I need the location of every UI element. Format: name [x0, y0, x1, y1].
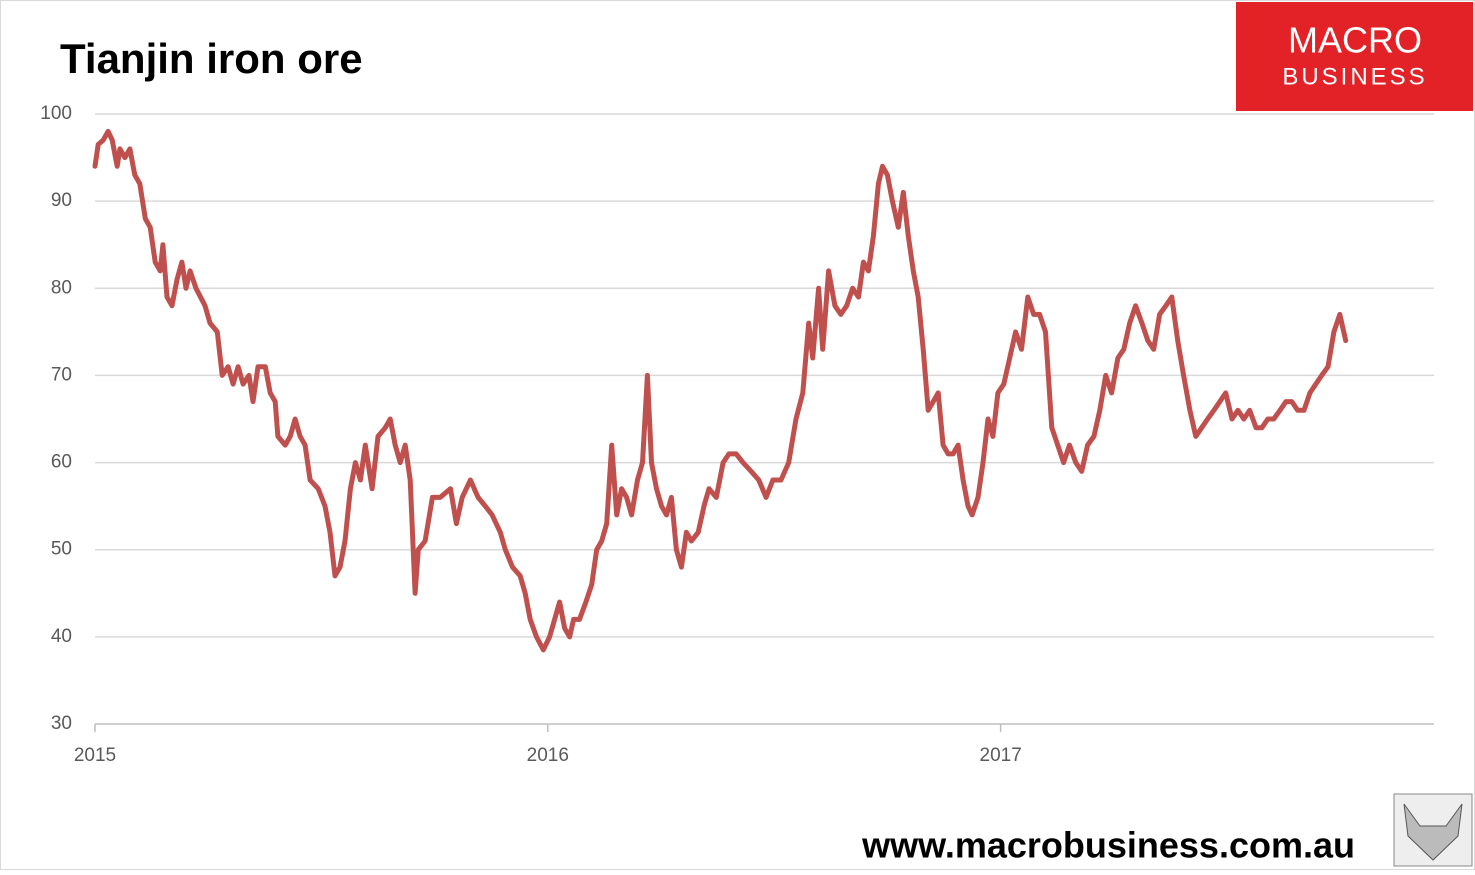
logo-top: MACRO: [1288, 20, 1422, 61]
y-tick-label: 80: [51, 277, 72, 298]
y-tick-label: 60: [51, 452, 72, 473]
y-tick-label: 100: [40, 103, 72, 124]
x-tick-label: 2016: [527, 745, 569, 766]
y-tick-label: 30: [51, 713, 72, 734]
x-tick-label: 2015: [74, 745, 116, 766]
y-tick-label: 70: [51, 364, 72, 385]
y-tick-label: 90: [51, 190, 72, 211]
x-tick-label: 2017: [980, 745, 1022, 766]
logo-box: [1236, 2, 1473, 111]
y-tick-label: 50: [51, 539, 72, 560]
chart-title: Tianjin iron ore: [60, 35, 363, 82]
footer-url: www.macrobusiness.com.au: [861, 825, 1355, 866]
logo-bottom: BUSINESS: [1282, 63, 1427, 90]
fox-icon: [1393, 793, 1473, 867]
y-tick-label: 40: [51, 626, 72, 647]
price-line: [92, 128, 1349, 653]
